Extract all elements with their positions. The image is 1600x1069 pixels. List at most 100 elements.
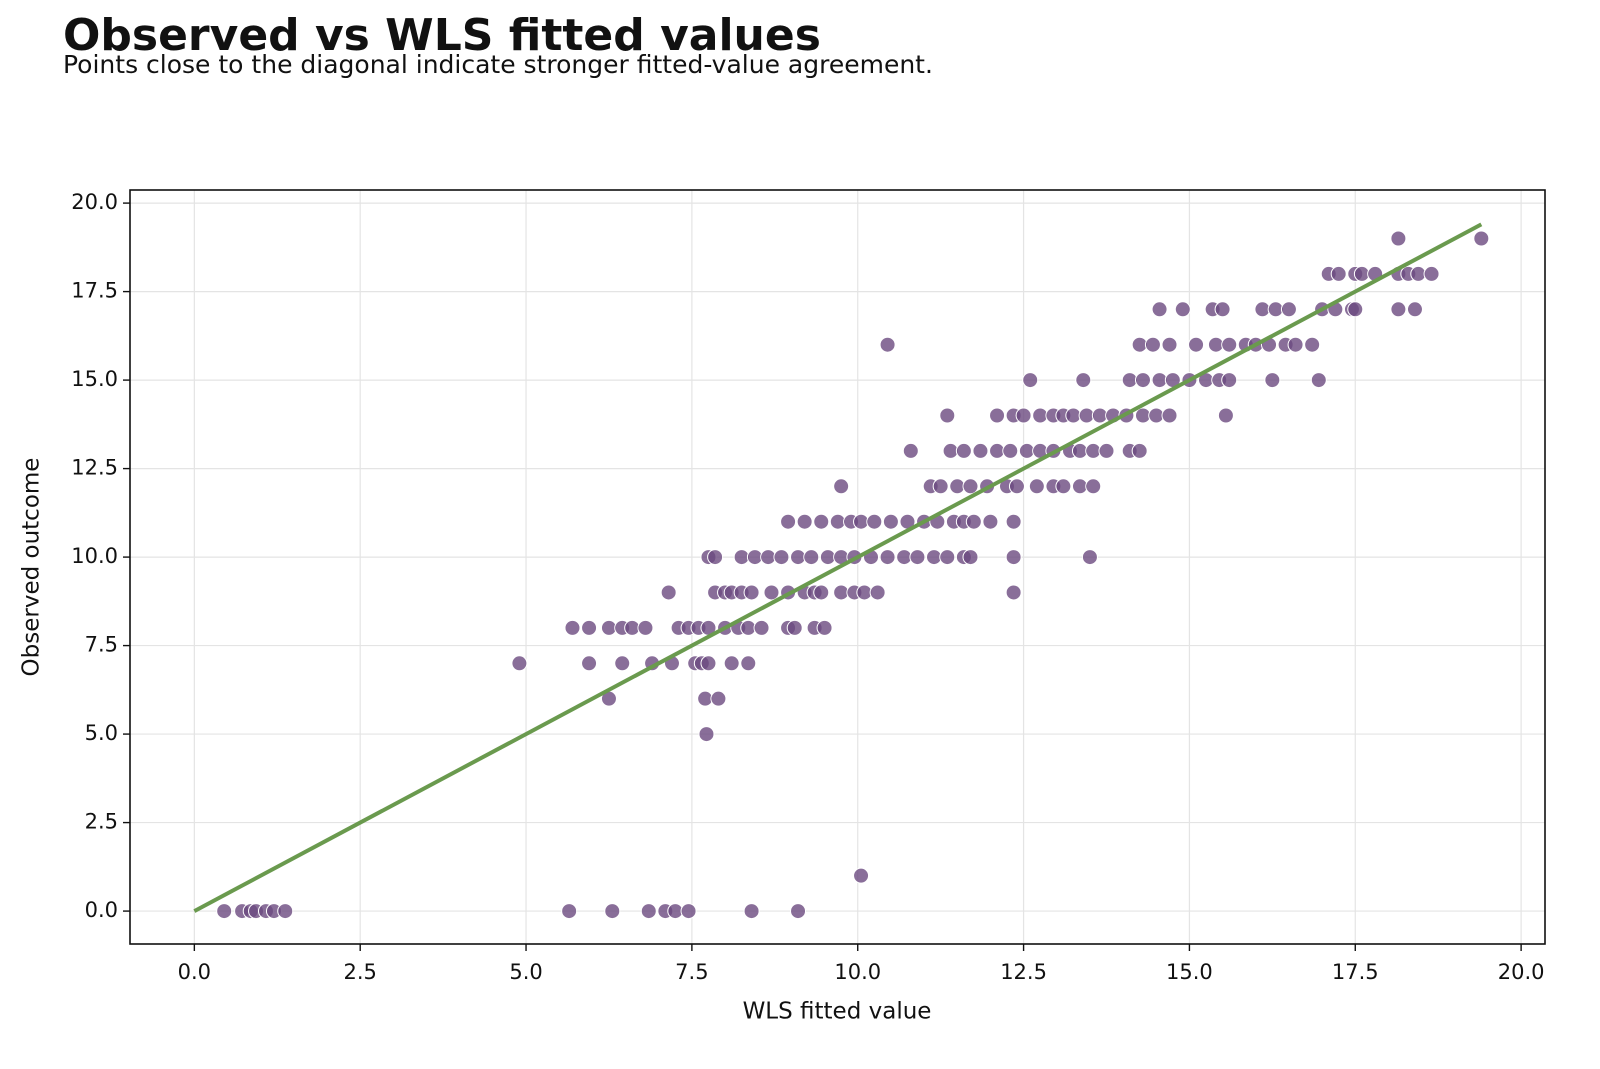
x-tick-label: 7.5: [675, 960, 708, 984]
scatter-point: [962, 478, 979, 495]
scatter-point: [700, 655, 717, 672]
scatter-point: [1065, 407, 1082, 424]
scatter-point: [1473, 230, 1490, 247]
scatter-point: [853, 513, 870, 530]
scatter-point: [1264, 372, 1281, 389]
scatter-point: [564, 619, 581, 636]
ticks: 0.0 2.5 5.0 7.5 10.0 12.5 15.0 17.5 20.0 0.0 2.5 5.…: [71, 190, 1544, 984]
scatter-point: [1390, 230, 1407, 247]
scatter-point: [1028, 478, 1045, 495]
scatter-point: [962, 549, 979, 566]
scatter-point: [1214, 301, 1231, 318]
scatter-point: [743, 903, 760, 920]
x-tick-label: 0.0: [178, 960, 211, 984]
scatter-point: [707, 549, 724, 566]
scatter-point: [561, 903, 578, 920]
scatter-point: [697, 690, 714, 707]
scatter-point: [753, 619, 770, 636]
y-tick-label: 15.0: [71, 367, 118, 391]
y-tick-label: 7.5: [85, 633, 118, 657]
scatter-point: [1015, 407, 1032, 424]
scatter-point: [746, 549, 763, 566]
scatter-point: [743, 584, 760, 601]
scatter-point: [796, 513, 813, 530]
scatter-point: [879, 336, 896, 353]
scatter-point: [624, 619, 641, 636]
scatter-point: [511, 655, 528, 672]
scatter-point: [1353, 265, 1370, 282]
x-tick-label: 5.0: [509, 960, 542, 984]
scatter-point: [1406, 301, 1423, 318]
scatter-point: [1280, 301, 1297, 318]
scatter-point: [816, 619, 833, 636]
scatter-point: [1134, 407, 1151, 424]
scatter-point: [790, 903, 807, 920]
scatter-point: [581, 619, 598, 636]
scatter-point: [581, 655, 598, 672]
x-tick-label: 2.5: [343, 960, 376, 984]
scatter-point: [1347, 301, 1364, 318]
scatter-point: [1022, 372, 1039, 389]
scatter-point: [1008, 478, 1025, 495]
scatter-point: [833, 584, 850, 601]
scatter-point: [902, 442, 919, 459]
scatter-point: [1217, 407, 1234, 424]
scatter-point: [1005, 584, 1022, 601]
scatter-point: [813, 584, 830, 601]
scatter-point: [710, 690, 727, 707]
fit-line: [193, 222, 1483, 913]
scatter-point: [600, 619, 617, 636]
scatter-point: [819, 549, 836, 566]
x-tick-label: 20.0: [1498, 960, 1545, 984]
scatter-point: [879, 549, 896, 566]
scatter-point: [1071, 478, 1088, 495]
scatter-point: [667, 903, 684, 920]
scatter-point: [1221, 336, 1238, 353]
marks: [193, 222, 1490, 920]
scatter-point: [1002, 442, 1019, 459]
chart-subtitle: Points close to the diagonal indicate st…: [63, 50, 933, 79]
scatter-point: [1267, 301, 1284, 318]
scatter-point: [1085, 442, 1102, 459]
scatter-point: [790, 549, 807, 566]
scatter-point: [1098, 442, 1115, 459]
scatter-point: [614, 655, 631, 672]
scatter-point: [1148, 407, 1165, 424]
scatter-point: [939, 407, 956, 424]
scatter-point: [1078, 407, 1095, 424]
scatter-point: [1161, 407, 1178, 424]
scatter-point: [1085, 478, 1102, 495]
scatter-point: [932, 478, 949, 495]
scatter-point: [216, 903, 233, 920]
scatter-point: [856, 584, 873, 601]
scatter-point: [1310, 372, 1327, 389]
scatter-point: [277, 903, 294, 920]
scatter-point: [1161, 336, 1178, 353]
y-tick-label: 17.5: [71, 279, 118, 303]
scatter-point: [1151, 372, 1168, 389]
scatter-point: [680, 903, 697, 920]
y-tick-label: 10.0: [71, 544, 118, 568]
x-tick-label: 17.5: [1332, 960, 1379, 984]
scatter-point: [740, 619, 757, 636]
scatter-point: [1188, 336, 1205, 353]
x-tick-label: 12.5: [1000, 960, 1047, 984]
scatter-point: [1005, 513, 1022, 530]
scatter-point: [1055, 478, 1072, 495]
scatter-point: [896, 549, 913, 566]
scatter-point: [1151, 301, 1168, 318]
scatter-point: [982, 513, 999, 530]
scatter-point: [1032, 407, 1049, 424]
y-tick-label: 20.0: [71, 190, 118, 214]
scatter-point: [949, 478, 966, 495]
scatter-point: [866, 513, 883, 530]
x-tick-label: 10.0: [834, 960, 881, 984]
scatter-point: [1018, 442, 1035, 459]
scatter-point: [1071, 442, 1088, 459]
scatter-point: [955, 442, 972, 459]
scatter-point: [829, 513, 846, 530]
scatter-point: [853, 867, 870, 884]
y-tick-label: 2.5: [85, 810, 118, 834]
